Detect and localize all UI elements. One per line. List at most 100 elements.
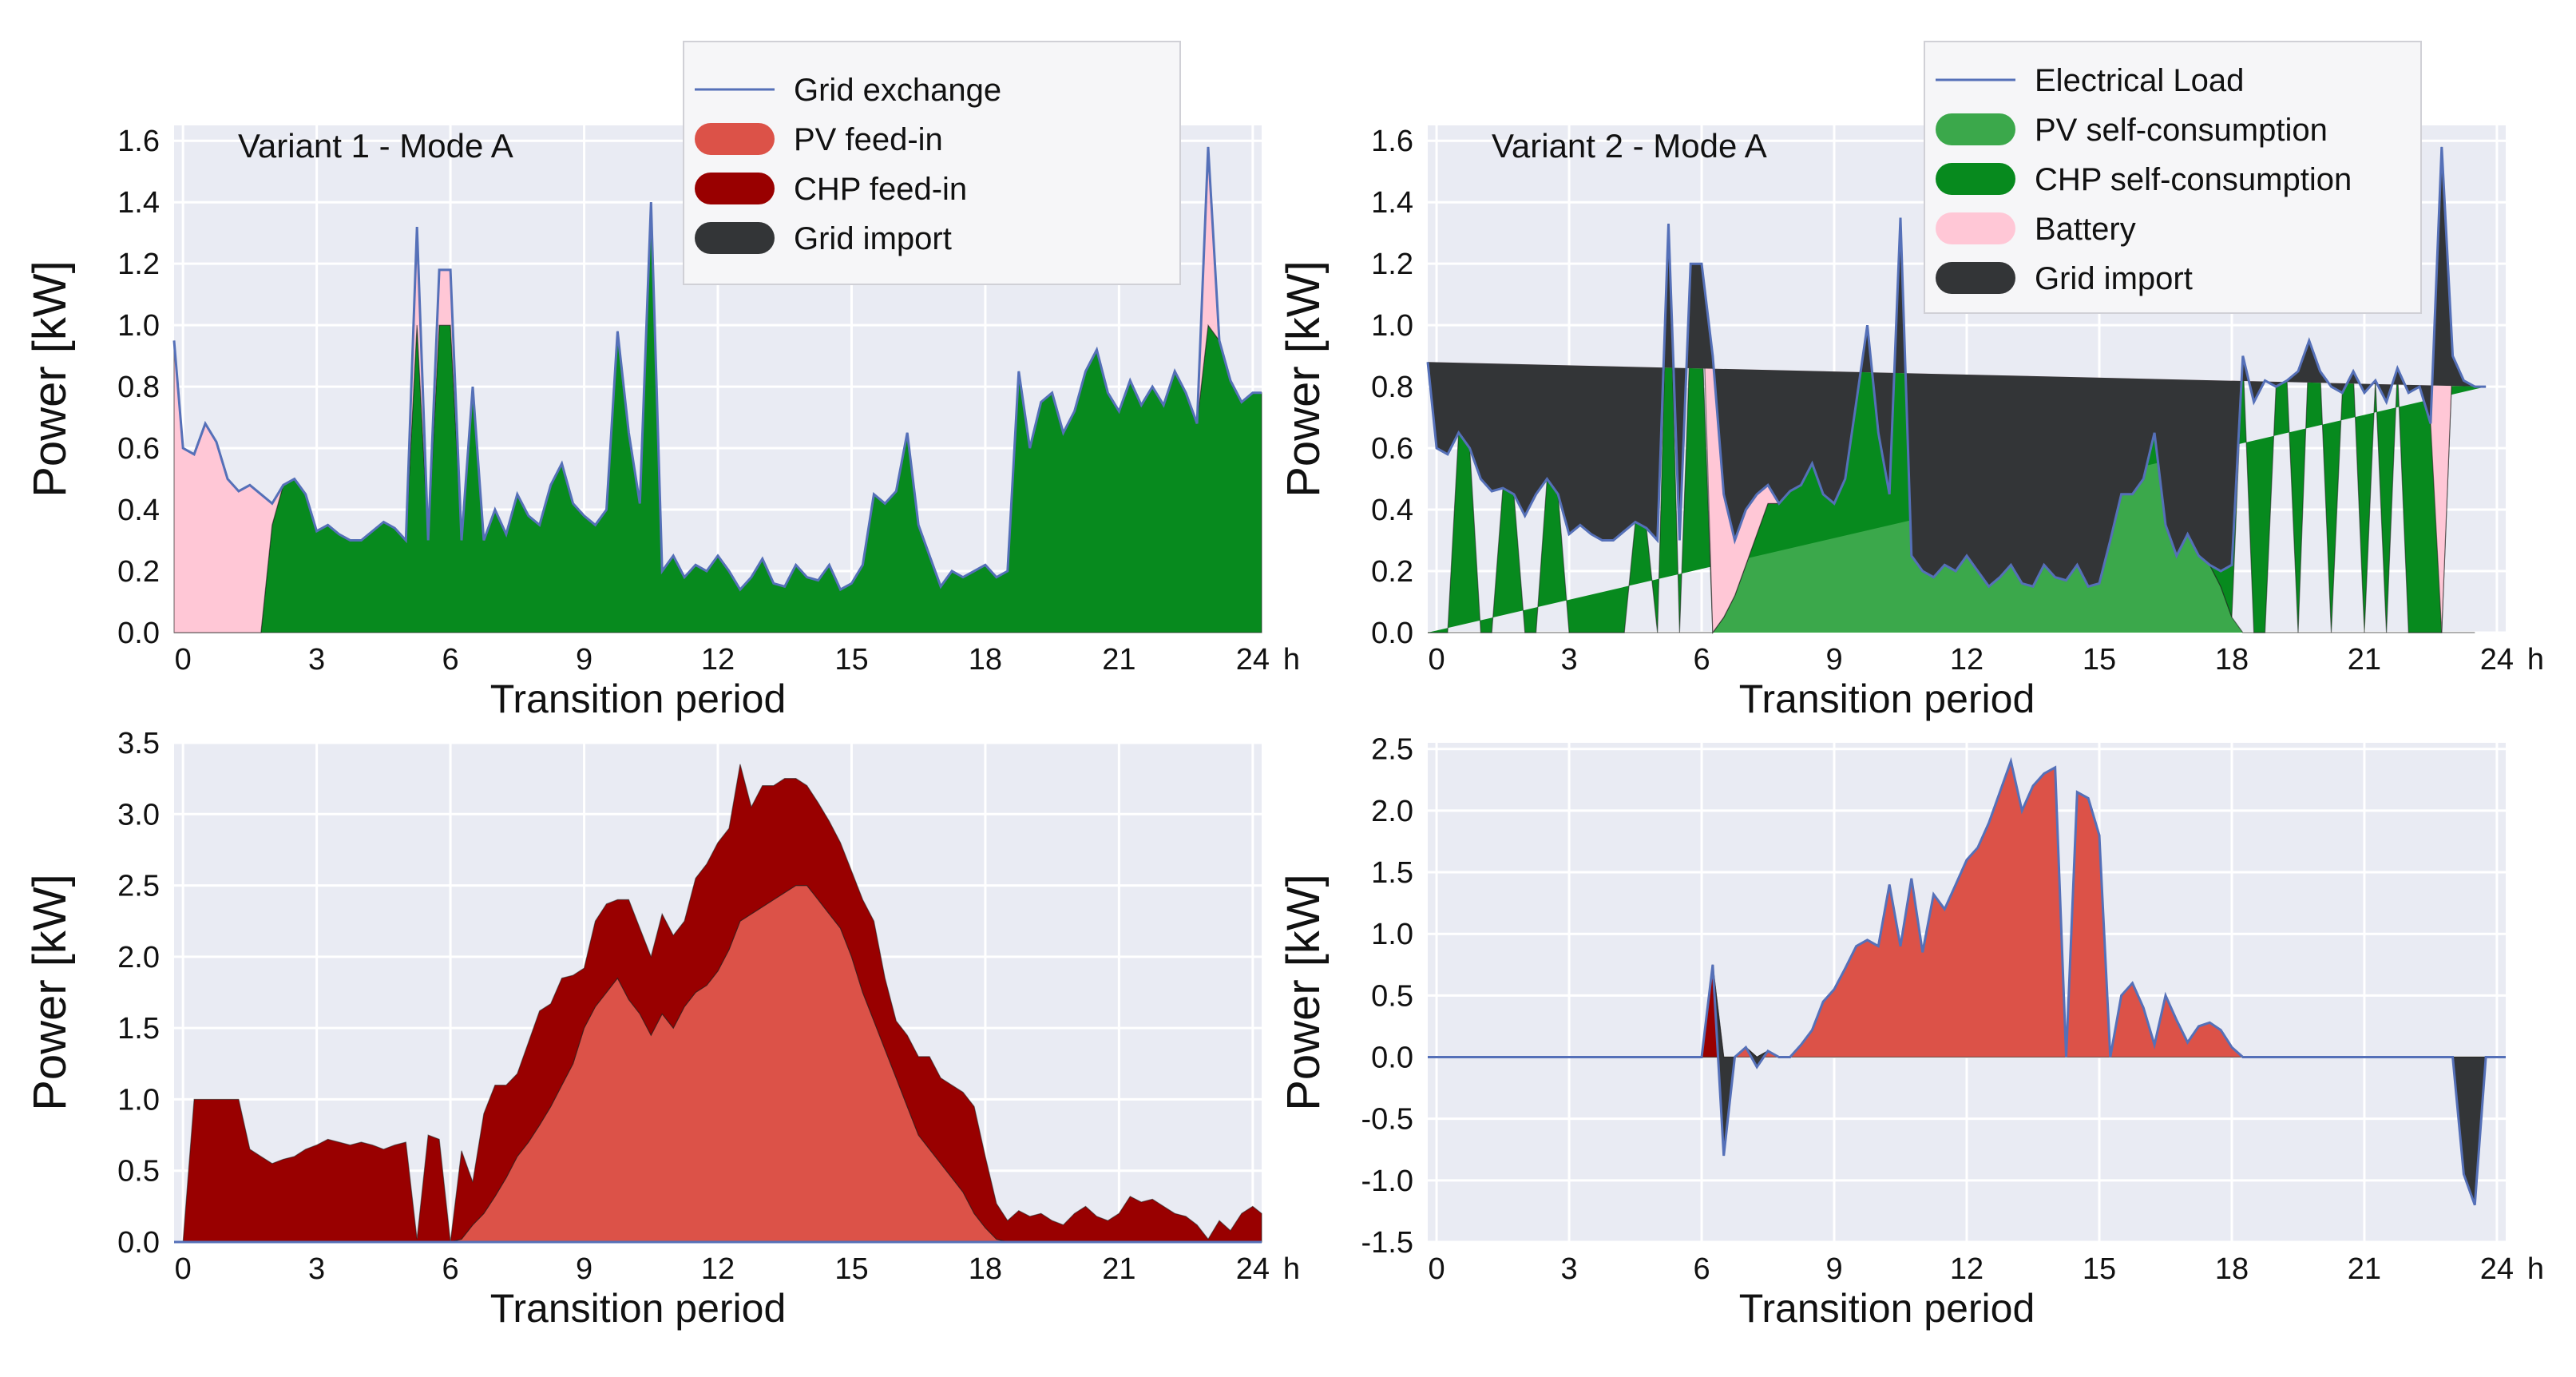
x-unit-label: h — [2527, 643, 2544, 677]
x-axis-label: Transition period — [1739, 1286, 2035, 1331]
y-tick-label: -1.0 — [1361, 1165, 1413, 1198]
x-unit-label: h — [2527, 1252, 2544, 1286]
y-tick-label: 2.0 — [1371, 795, 1413, 828]
y-tick-label: 0.5 — [1371, 979, 1413, 1013]
legend-entry: Battery — [2035, 212, 2136, 247]
y-tick-label: 0.8 — [117, 371, 160, 404]
x-tick-label: 6 — [442, 643, 459, 677]
x-tick-label: 6 — [1693, 1252, 1710, 1286]
x-tick-label: 9 — [1825, 1252, 1842, 1286]
legend-entry: PV feed-in — [794, 122, 943, 157]
y-tick-label: 0.4 — [117, 494, 160, 527]
y-tick-label: 1.2 — [117, 248, 160, 281]
y-tick-label: -1.5 — [1361, 1226, 1413, 1260]
x-tick-label: 24 — [2480, 643, 2514, 677]
chart-title: Variant 1 - Mode A — [238, 127, 513, 165]
y-axis-label: Power [kW] — [24, 260, 76, 498]
x-tick-label: 15 — [834, 1252, 868, 1286]
x-tick-label: 3 — [1560, 643, 1577, 677]
x-tick-label: 0 — [175, 1252, 192, 1286]
y-tick-label: 1.6 — [1371, 125, 1413, 158]
x-tick-label: 3 — [1560, 1252, 1577, 1286]
y-axis-label: Power [kW] — [1278, 874, 1330, 1111]
y-tick-label: 2.5 — [1371, 733, 1413, 767]
y-tick-label: 1.4 — [117, 186, 160, 220]
legend-swatch — [1936, 262, 2015, 294]
y-tick-label: 0.0 — [1371, 617, 1413, 650]
x-axis-label: Transition period — [490, 677, 787, 721]
y-tick-label: 0.2 — [1371, 555, 1413, 589]
x-tick-label: 15 — [834, 643, 868, 677]
y-tick-label: 0.6 — [1371, 432, 1413, 466]
line-grid-exchange — [172, 146, 1262, 592]
y-tick-label: 2.0 — [117, 941, 160, 974]
variant2-load-chart: 0 3 6 9 12 15 18 21 24 h 0.0 0.2 0.4 0.6 0.8 1.0 1.2 1.4 1… — [1278, 41, 2544, 721]
x-axis-label: Transition period — [490, 1286, 787, 1331]
legend-entry: Grid exchange — [794, 73, 1001, 108]
x-tick-label: 18 — [969, 643, 1002, 677]
y-tick-label: 0.0 — [1371, 1042, 1413, 1075]
x-tick-label: 21 — [2348, 1252, 2381, 1286]
y-tick-label: 1.2 — [1371, 248, 1413, 281]
x-tick-label: 9 — [576, 1252, 592, 1286]
x-tick-label: 3 — [308, 1252, 325, 1286]
legend-swatch — [1936, 212, 2015, 244]
chart-title: Variant 2 - Mode A — [1492, 127, 1767, 165]
y-tick-label: 1.5 — [1371, 856, 1413, 890]
y-tick-label: 3.5 — [117, 727, 160, 760]
x-tick-label: 21 — [2348, 643, 2381, 677]
y-tick-label: 0.5 — [117, 1155, 160, 1189]
legend-entry: PV self-consumption — [2035, 113, 2328, 148]
x-tick-label: 24 — [1236, 1252, 1270, 1286]
x-tick-label: 15 — [2083, 1252, 2116, 1286]
legend-entry: Grid import — [2035, 261, 2193, 296]
x-tick-label: 0 — [1428, 643, 1445, 677]
y-tick-label: 0.0 — [117, 1226, 160, 1260]
y-tick-label: 3.0 — [117, 798, 160, 831]
legend-swatch — [1936, 163, 2015, 195]
x-tick-label: 6 — [442, 1252, 459, 1286]
x-tick-label: 24 — [1236, 643, 1270, 677]
area-chp-feed-in — [174, 764, 1262, 1243]
y-tick-label: 1.0 — [117, 309, 160, 343]
x-tick-label: 15 — [2083, 643, 2116, 677]
x-tick-label: 9 — [1825, 643, 1842, 677]
legend-swatch — [1936, 113, 2015, 145]
y-tick-label: -0.5 — [1361, 1103, 1413, 1137]
legend-entry: CHP self-consumption — [2035, 162, 2352, 197]
legend-swatch — [695, 123, 775, 155]
x-tick-label: 0 — [1428, 1252, 1445, 1286]
x-tick-label: 18 — [969, 1252, 1002, 1286]
line-grid-exchange — [1428, 756, 2506, 1206]
legend-entry: Grid import — [794, 221, 952, 256]
y-tick-label: 1.4 — [1371, 186, 1413, 220]
x-tick-label: 12 — [1950, 643, 1984, 677]
y-axis-label: Power [kW] — [24, 874, 76, 1111]
y-tick-label: 0.0 — [117, 617, 160, 650]
y-tick-label: 1.6 — [117, 125, 160, 158]
legend-entry: CHP feed-in — [794, 172, 967, 207]
x-tick-label: 12 — [701, 1252, 735, 1286]
y-tick-label: 1.5 — [117, 1012, 160, 1046]
legend-swatch — [695, 222, 775, 254]
legend-swatch — [695, 173, 775, 204]
x-tick-label: 9 — [576, 643, 592, 677]
legend-entry: Electrical Load — [2035, 63, 2244, 98]
x-tick-label: 18 — [2215, 643, 2249, 677]
x-tick-label: 18 — [2215, 1252, 2249, 1286]
y-tick-label: 1.0 — [1371, 309, 1413, 343]
x-axis-label: Transition period — [1739, 677, 2035, 721]
x-tick-label: 12 — [701, 643, 735, 677]
y-tick-label: 0.4 — [1371, 494, 1413, 527]
x-tick-label: 3 — [308, 643, 325, 677]
x-tick-label: 21 — [1102, 643, 1135, 677]
y-tick-label: 1.0 — [117, 1083, 160, 1117]
y-axis-label: Power [kW] — [1278, 260, 1330, 498]
y-tick-label: 1.0 — [1371, 918, 1413, 951]
x-unit-label: h — [1283, 1252, 1300, 1286]
x-unit-label: h — [1283, 643, 1300, 677]
x-tick-label: 0 — [175, 643, 192, 677]
x-tick-label: 12 — [1950, 1252, 1984, 1286]
variant1-load-chart: 0 3 6 9 12 15 18 21 24 h 0.0 0.2 0.4 0.6 0.8 1.0 1.2 1.4 1… — [24, 41, 1300, 721]
